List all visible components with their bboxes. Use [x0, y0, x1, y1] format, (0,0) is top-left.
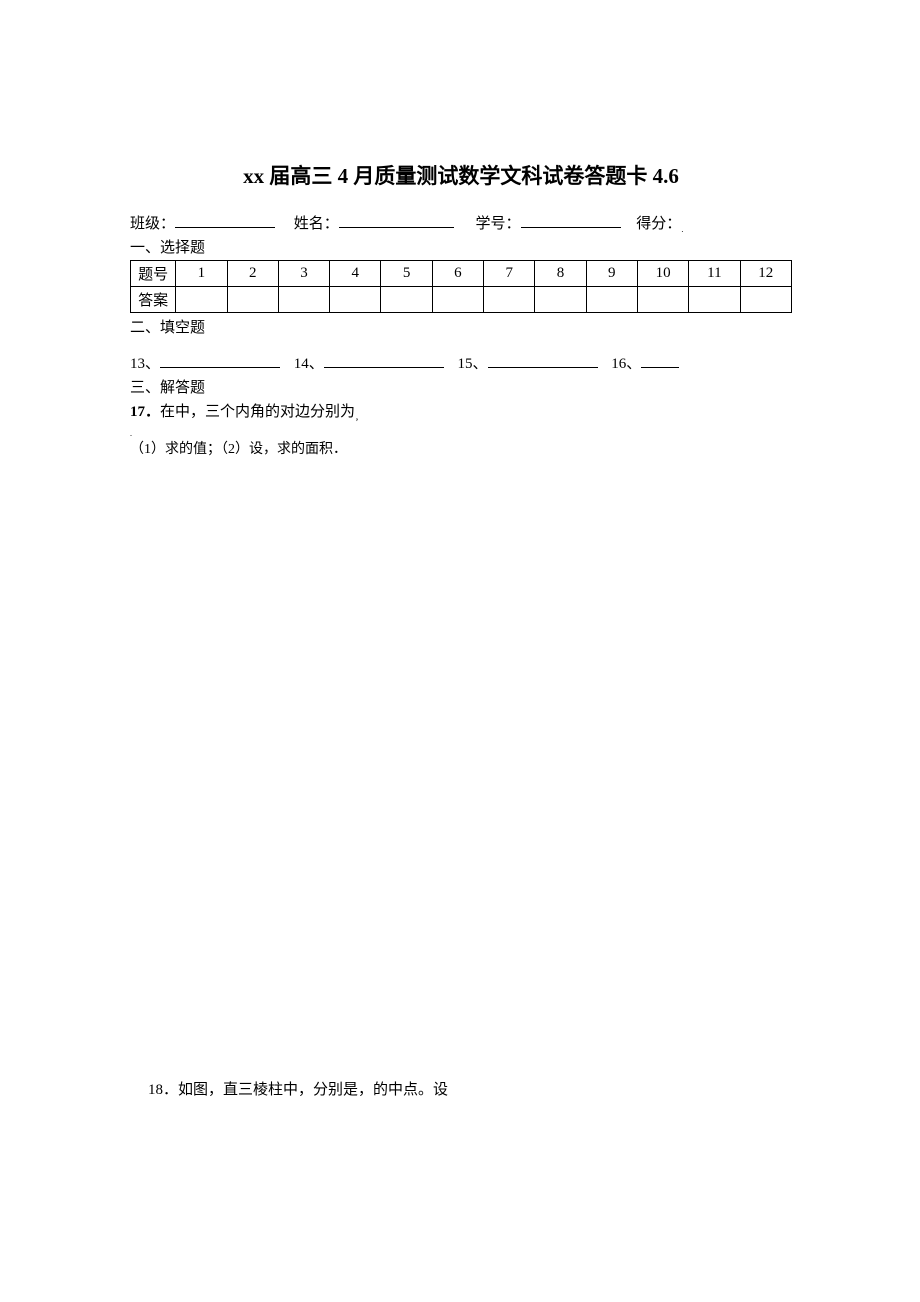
blank-14-label: 14、 [294, 356, 324, 372]
table-answer-row: 答案 [131, 287, 792, 313]
blank-16 [641, 353, 679, 368]
blank-15 [488, 353, 598, 368]
page-title: xx 届高三 4 月质量测试数学文科试卷答题卡 4.6 [130, 160, 792, 190]
table-col-2: 2 [227, 261, 278, 287]
question-18: 18．如图，直三棱柱中，分别是，的中点。设 [148, 1078, 792, 1099]
blank-16-label: 16、 [611, 356, 641, 372]
table-col-10: 10 [637, 261, 688, 287]
score-dot: . [681, 225, 683, 234]
answer-cell-4 [330, 287, 381, 313]
answer-cell-9 [586, 287, 637, 313]
table-col-11: 11 [689, 261, 740, 287]
table-col-7: 7 [484, 261, 535, 287]
answer-cell-12 [740, 287, 791, 313]
student-id-label: 学号： [476, 216, 521, 232]
blank-13-label: 13、 [130, 356, 160, 372]
answer-cell-3 [278, 287, 329, 313]
name-label: 姓名： [294, 216, 339, 232]
table-col-5: 5 [381, 261, 432, 287]
class-blank [175, 213, 275, 228]
blank-15-label: 15、 [458, 356, 488, 372]
score-label: 得分： [636, 216, 681, 232]
student-info-row: 班级： 姓名： 学号： 得分：. [130, 212, 792, 234]
q17-number: 17． [130, 404, 160, 420]
answer-cell-7 [484, 287, 535, 313]
row-header-cell: 题号 [131, 261, 176, 287]
q17-comma: ， [355, 413, 363, 422]
section3-heading: 三、解答题 [130, 376, 792, 397]
question-17-sub: （1）求的值；（2）设，求的面积． [130, 438, 792, 458]
fill-blank-row: 13、 14、 15、 16、 [130, 352, 792, 373]
name-blank [339, 213, 454, 228]
answer-cell-8 [535, 287, 586, 313]
answer-cell-5 [381, 287, 432, 313]
table-col-12: 12 [740, 261, 791, 287]
q17-text: 在中，三个内角的对边分别为 [160, 404, 355, 420]
table-col-6: 6 [432, 261, 483, 287]
answer-cell-2 [227, 287, 278, 313]
blank-13 [160, 353, 280, 368]
page-container: xx 届高三 4 月质量测试数学文科试卷答题卡 4.6 班级： 姓名： 学号： … [0, 0, 920, 1099]
answer-cell-10 [637, 287, 688, 313]
section2-heading: 二、填空题 [130, 316, 792, 337]
student-id-blank [521, 213, 621, 228]
table-col-9: 9 [586, 261, 637, 287]
answer-cell-6 [432, 287, 483, 313]
answer-cell-1 [176, 287, 227, 313]
class-label: 班级： [130, 216, 175, 232]
table-col-4: 4 [330, 261, 381, 287]
section1-heading: 一、选择题 [130, 236, 792, 257]
question-17: 17．在中，三个内角的对边分别为， [130, 400, 792, 423]
table-col-8: 8 [535, 261, 586, 287]
answer-cell-11 [689, 287, 740, 313]
table-header-row: 题号 1 2 3 4 5 6 7 8 9 10 11 12 [131, 261, 792, 287]
answer-header-cell: 答案 [131, 287, 176, 313]
answer-table: 题号 1 2 3 4 5 6 7 8 9 10 11 12 答案 [130, 260, 792, 313]
table-col-3: 3 [278, 261, 329, 287]
table-col-1: 1 [176, 261, 227, 287]
q17-dot-line: . [130, 429, 792, 438]
blank-14 [324, 353, 444, 368]
